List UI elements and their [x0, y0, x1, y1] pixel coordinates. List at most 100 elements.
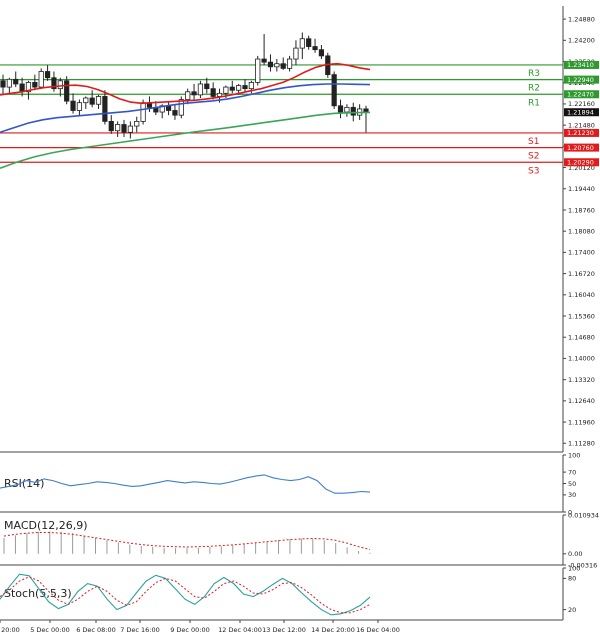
stoch-tick-label: 100 — [568, 564, 580, 572]
price-tick-label: 1.12640 — [568, 397, 595, 405]
stoch-tick-label: 20 — [568, 606, 576, 614]
candle-body — [121, 124, 127, 133]
price-tick-label: 1.16040 — [568, 291, 595, 299]
time-tick-label: 13 Dec 12:00 — [262, 626, 306, 634]
candle-body — [102, 96, 108, 122]
price-tick-label: 1.13320 — [568, 376, 595, 384]
rsi-line — [0, 474, 371, 494]
candle-body — [344, 106, 350, 113]
candle-body — [127, 125, 133, 133]
candle-body — [242, 85, 248, 90]
rsi-title: RSI(14) — [4, 477, 44, 490]
time-tick-label: 4 Dec 20:00 — [0, 626, 20, 634]
candle-body — [134, 120, 140, 127]
level-label-s2: S2 — [528, 152, 539, 162]
candle-body — [197, 83, 204, 96]
level-label-s3: S3 — [528, 166, 539, 176]
candle-body — [38, 71, 44, 88]
candle-body — [274, 63, 280, 68]
price-tick-label: 1.14680 — [568, 334, 595, 342]
candle-body — [312, 46, 318, 51]
candle-body — [191, 91, 197, 96]
candle-body — [64, 80, 70, 102]
candle-body — [236, 85, 242, 91]
moving-average-blue — [0, 83, 371, 134]
candle-body — [25, 82, 32, 93]
macd-tick-label: 0.010934 — [568, 511, 599, 519]
level-price-tag-bg — [564, 60, 599, 69]
candle-body — [76, 102, 83, 111]
candle-body — [229, 86, 235, 91]
stoch-d-line — [0, 576, 371, 614]
candle-body — [0, 80, 6, 88]
candle-body — [70, 100, 76, 111]
candle-body — [248, 82, 254, 90]
level-label-r2: R2 — [528, 84, 540, 94]
price-tick-label: 1.11960 — [568, 418, 595, 426]
candle-body — [286, 58, 293, 69]
candle-body — [318, 49, 325, 57]
candle-body — [299, 38, 305, 49]
candle-body — [51, 77, 57, 90]
stoch-tick-label: 80 — [568, 575, 576, 583]
stoch-title: Stoch(5,5,3) — [4, 587, 72, 600]
candle-body — [6, 78, 12, 88]
candle-body — [115, 124, 121, 132]
price-tick-label: 1.24880 — [568, 15, 595, 23]
candle-body — [280, 63, 286, 69]
price-tick-label: 1.11280 — [568, 440, 595, 448]
stoch-k-line — [0, 573, 371, 616]
candle-body — [350, 106, 356, 116]
level-price-tag-bg — [564, 158, 599, 167]
candle-body — [32, 82, 38, 88]
candle-body — [95, 96, 102, 105]
macd-title: MACD(12,26,9) — [4, 519, 88, 532]
level-price-tag: 1.21230 — [567, 129, 594, 137]
current-price-tag: 1.21894 — [567, 109, 594, 117]
price-tick-label: 1.24200 — [568, 37, 595, 45]
macd-tick-label: -0.00316 — [568, 561, 597, 569]
level-price-tag-bg — [564, 75, 599, 84]
macd-tick-label: 0.00 — [568, 550, 582, 558]
level-label-r1: R1 — [528, 98, 540, 108]
price-panel: 1.248801.242001.235201.228401.221601.214… — [0, 6, 599, 453]
level-label-r3: R3 — [528, 69, 540, 79]
candle-body — [108, 120, 114, 132]
time-axis: 4 Dec 20:00 5 Dec 00:00 6 Dec 08:00 7 Dec 1… — [0, 620, 400, 634]
candle-body — [89, 97, 95, 105]
candle-body — [306, 38, 312, 47]
candle-body — [44, 71, 51, 79]
price-tick-label: 1.15360 — [568, 312, 595, 320]
candle-body — [337, 105, 344, 113]
level-price-tag-bg — [564, 128, 599, 137]
candle-body — [19, 83, 25, 93]
level-price-tag: 1.20760 — [567, 144, 594, 152]
level-price-tag: 1.22470 — [567, 91, 594, 99]
level-price-tag-bg — [564, 90, 599, 99]
time-tick-label: 7 Dec 16:00 — [120, 626, 160, 634]
candle-body — [83, 97, 89, 104]
time-tick-label: 6 Dec 08:00 — [76, 626, 116, 634]
time-tick-label: 16 Dec 04:00 — [356, 626, 400, 634]
level-price-tag-bg — [564, 143, 599, 152]
time-tick-label: 14 Dec 20:00 — [311, 626, 355, 634]
candle-body — [293, 47, 299, 60]
candle-body — [261, 58, 267, 63]
candle-body — [216, 92, 223, 97]
candle-body — [172, 110, 178, 116]
candle-body — [267, 61, 274, 68]
level-price-tag: 1.22940 — [567, 76, 594, 84]
rsi-tick-label: 0 — [568, 508, 572, 516]
candle-body — [140, 102, 146, 122]
candle-body — [204, 83, 210, 90]
candle-body — [185, 91, 191, 100]
candle-body — [255, 58, 261, 83]
moving-average-red — [0, 62, 371, 105]
candle-body — [57, 80, 63, 90]
time-tick-label: 12 Dec 04:00 — [218, 626, 262, 634]
candle-body — [223, 86, 229, 94]
rsi-panel: 100 70 50 30 0 RSI(14) — [0, 451, 580, 516]
price-tick-label: 1.16720 — [568, 270, 595, 278]
rsi-tick-label: 70 — [568, 468, 576, 476]
